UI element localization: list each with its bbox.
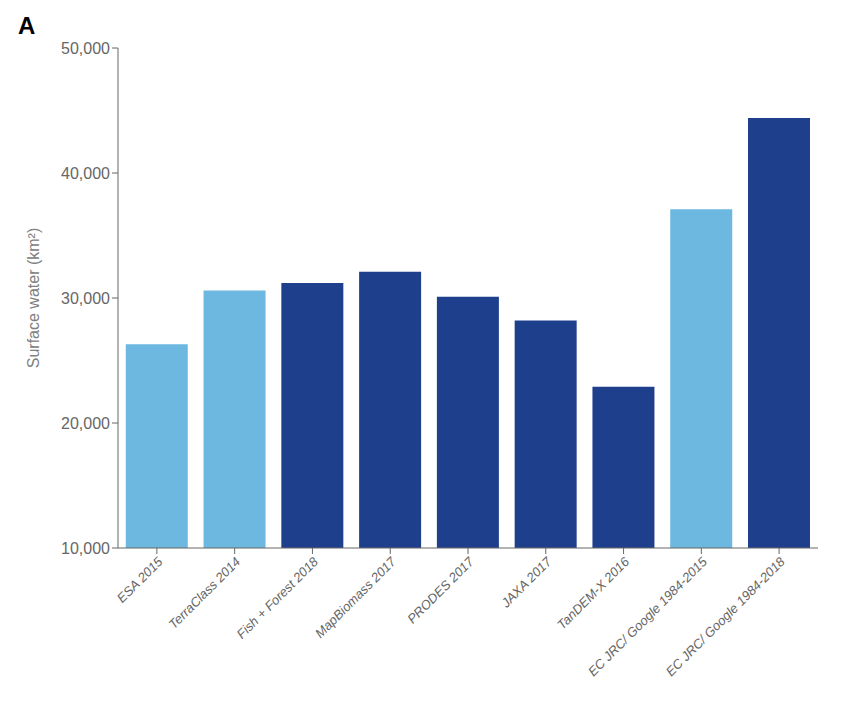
svg-text:10,000: 10,000 [61, 540, 110, 557]
svg-text:ESA 2015: ESA 2015 [114, 553, 166, 605]
svg-text:40,000: 40,000 [61, 165, 110, 182]
svg-text:20,000: 20,000 [61, 415, 110, 432]
svg-text:EC JRC/ Google 1984-2015: EC JRC/ Google 1984-2015 [584, 554, 710, 680]
svg-text:Fish + Forest 2018: Fish + Forest 2018 [234, 553, 322, 641]
svg-text:MapBiomass 2017: MapBiomass 2017 [312, 553, 399, 640]
svg-text:PRODES 2017: PRODES 2017 [404, 554, 477, 627]
svg-text:TerraClass 2014: TerraClass 2014 [166, 554, 244, 632]
svg-text:Surface water (km²): Surface water (km²) [25, 228, 42, 368]
svg-text:30,000: 30,000 [61, 290, 110, 307]
html-text:A: A [18, 12, 36, 39]
svg-text:50,000: 50,000 [61, 40, 110, 57]
svg-text:TanDEM-X 2016: TanDEM-X 2016 [554, 554, 633, 633]
svg-text:JAXA 2017: JAXA 2017 [497, 553, 555, 611]
svg-text:EC JRC/ Google 1984-2018: EC JRC/ Google 1984-2018 [663, 553, 789, 679]
